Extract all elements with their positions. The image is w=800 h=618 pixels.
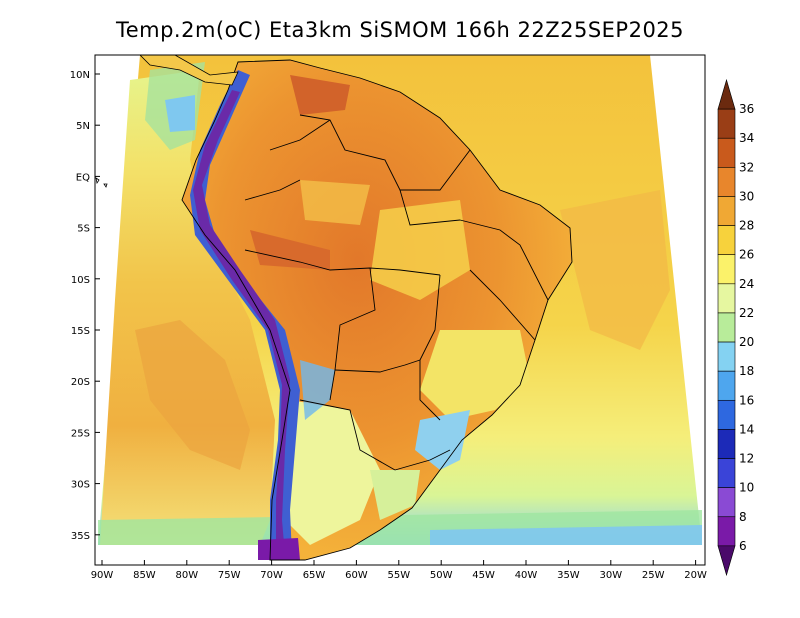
plot-frame <box>94 54 706 566</box>
south-america-land <box>182 60 572 560</box>
lon-tick-label: 25W <box>642 570 665 581</box>
colorbar-label: 18 <box>739 364 754 378</box>
colorbar-label: 20 <box>739 335 754 349</box>
colorbar-segment <box>717 196 736 226</box>
colorbar-label: 12 <box>739 452 754 466</box>
colorbar-label: 14 <box>739 422 754 436</box>
lon-tick-label: 20W <box>684 570 707 581</box>
colorbar-label: 10 <box>739 481 754 495</box>
lon-tick-label: 85W <box>133 570 156 581</box>
southeast-coast-cool <box>415 410 470 470</box>
pampas-region <box>370 470 420 520</box>
lat-tick-label: 5S <box>77 224 90 235</box>
colorbar-segment <box>717 225 736 256</box>
colorbar: 36 34 32 30 28 26 24 22 20 18 16 14 12 10 8 6 <box>717 78 754 577</box>
latitude-axis: 10N 5N EQ 5S 10S 15S 20S 25S 30S 35S <box>70 70 100 542</box>
colorbar-segment <box>717 78 736 110</box>
colorbar-label: 36 <box>739 102 754 116</box>
lon-tick-label: 45W <box>472 570 495 581</box>
lat-tick-label: 10S <box>71 275 90 286</box>
lat-tick-label: 20S <box>71 377 90 388</box>
colorbar-segment <box>717 399 736 430</box>
colorbar-label: 28 <box>739 219 754 233</box>
lon-tick-label: 75W <box>218 570 241 581</box>
colorbar-segment <box>717 370 736 401</box>
lat-tick-label: 30S <box>71 480 90 491</box>
colorbar-label: 30 <box>739 189 754 203</box>
colorbar-segment <box>717 312 736 343</box>
lon-tick-label: 30W <box>599 570 622 581</box>
pacific-warm-patch <box>135 320 250 470</box>
colorbar-label: 6 <box>739 539 747 553</box>
colorbar-label: 16 <box>739 393 754 407</box>
colorbar-segment <box>717 283 736 314</box>
amazon-light-patch <box>300 180 370 225</box>
andes-coldest <box>193 90 290 555</box>
lat-tick-label: 25S <box>71 428 90 439</box>
lon-tick-label: 35W <box>557 570 580 581</box>
colorbar-label: 34 <box>739 131 754 145</box>
colorbar-segment <box>717 429 736 459</box>
amazon-hot-core-2 <box>250 230 330 270</box>
colorbar-label: 32 <box>739 160 754 174</box>
colorbar-label: 26 <box>739 248 754 262</box>
lat-tick-label: 5N <box>76 121 90 132</box>
andes-cold-belt <box>190 70 300 558</box>
lon-tick-label: 90W <box>91 570 114 581</box>
lon-tick-label: 80W <box>175 570 198 581</box>
colorbar-segment <box>717 458 736 488</box>
central-brazil-warm <box>370 200 470 300</box>
longitude-axis: 90W 85W 80W 75W 70W 65W 60W 55W 50W 45W 40W 35W 30W 2… <box>91 560 707 581</box>
lon-tick-label: 70W <box>260 570 283 581</box>
colorbar-label: 8 <box>739 510 747 524</box>
lat-tick-label: 35S <box>71 531 90 542</box>
atlantic-east-patch <box>560 190 670 350</box>
colorbar-segment <box>717 137 736 168</box>
andes-blue-fringe <box>300 360 335 420</box>
colorbar-segment <box>717 167 736 197</box>
colorbar-segment <box>717 487 736 518</box>
lon-tick-label: 65W <box>303 570 326 581</box>
southern-blue-band <box>430 525 702 545</box>
country-borders <box>181 59 573 561</box>
colorbar-segment <box>717 516 736 547</box>
lon-tick-label: 55W <box>387 570 410 581</box>
central-america <box>139 55 239 86</box>
colorbar-segment <box>717 341 736 372</box>
colorbar-label: 22 <box>739 306 754 320</box>
amazon-hot-core <box>290 75 350 115</box>
lat-tick-label: 15S <box>71 326 90 337</box>
lon-tick-label: 40W <box>515 570 538 581</box>
southeast-brazil <box>420 330 530 420</box>
lat-tick-label: 10N <box>70 70 90 81</box>
colorbar-segment <box>717 545 736 577</box>
map-title: Temp.2m(oC) Eta3km SiSMOM 166h 22Z25SEP2… <box>115 18 685 42</box>
colorbar-segment <box>717 254 736 285</box>
galapagos-islands <box>95 177 108 188</box>
colorbar-segment <box>717 108 736 139</box>
lon-tick-label: 50W <box>430 570 453 581</box>
pacific-blue-patch <box>165 95 195 132</box>
lat-tick-label: EQ <box>76 172 90 183</box>
patagonia-cold-tip <box>258 538 300 560</box>
lon-tick-label: 60W <box>345 570 368 581</box>
colorbar-label: 24 <box>739 277 754 291</box>
